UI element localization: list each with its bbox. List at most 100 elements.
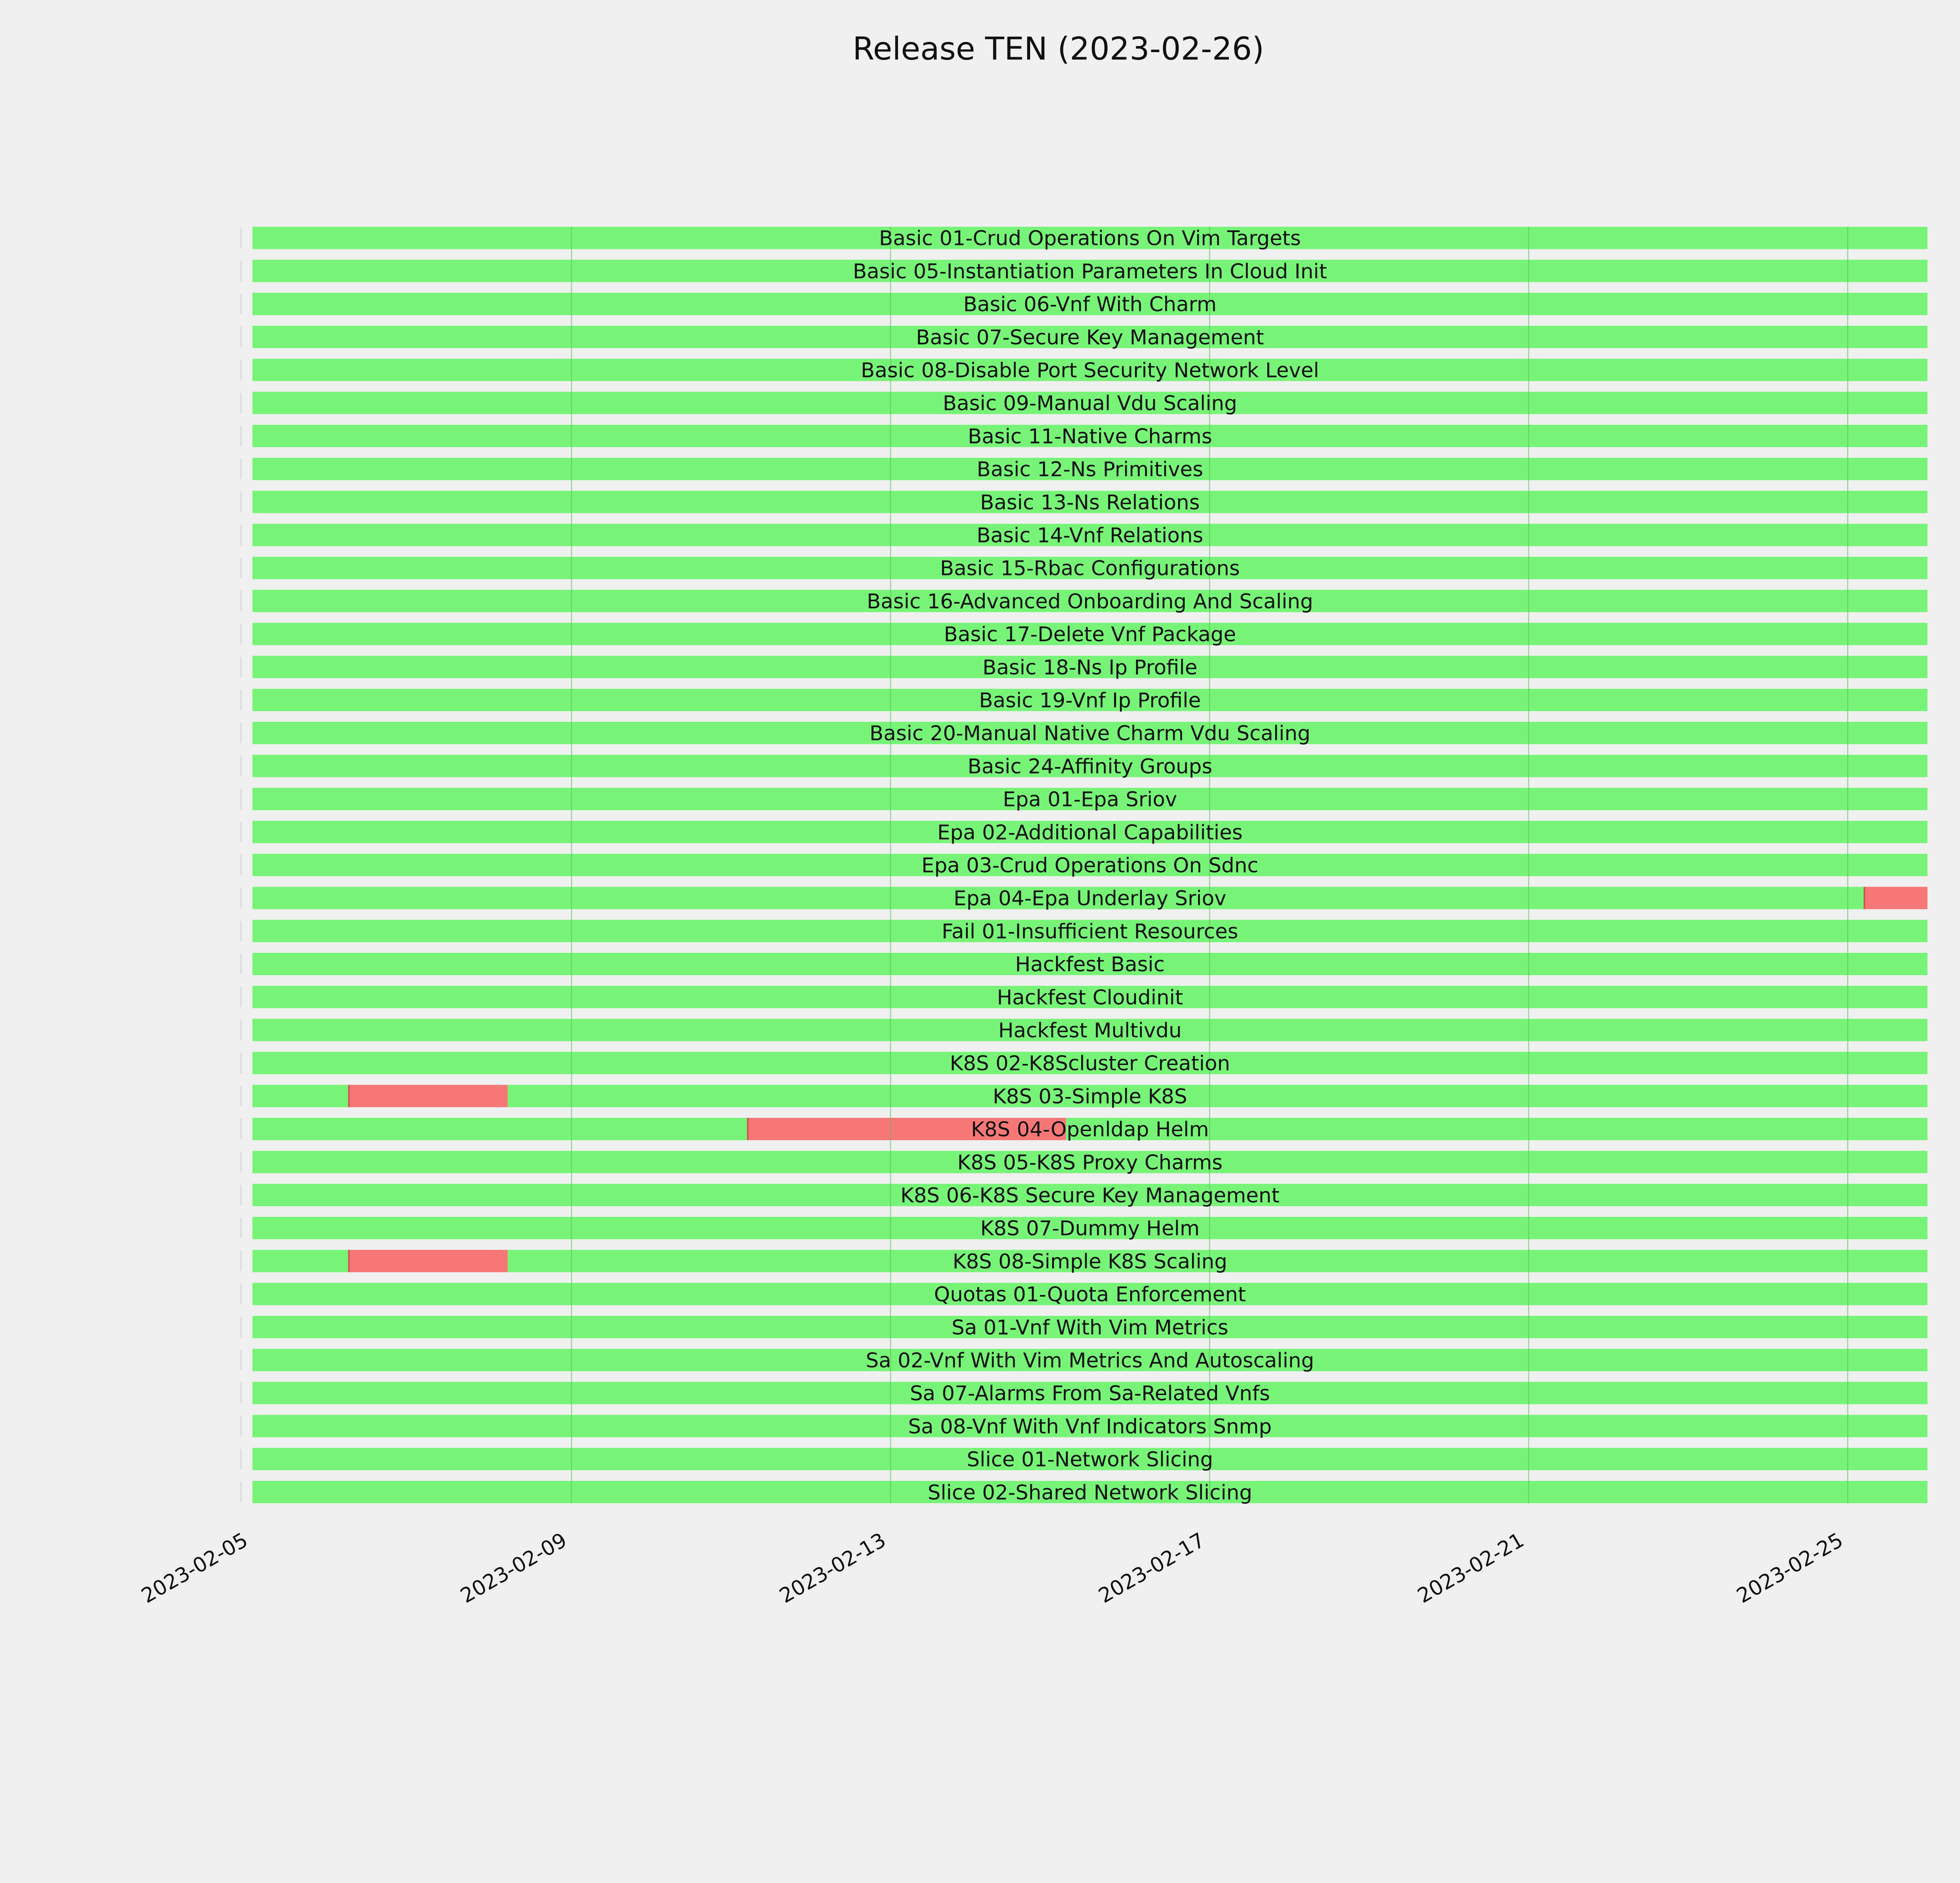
- row-separator: [240, 591, 242, 611]
- row-separator: [240, 954, 242, 974]
- fail-segment-edge: [348, 1085, 350, 1107]
- bar-segment-pass: [252, 292, 1927, 315]
- bar-label: Basic 09-Manual Vdu Scaling: [943, 392, 1237, 415]
- bar-segment-pass: [252, 524, 1927, 546]
- bar-segment-pass: [252, 1481, 1927, 1504]
- bar-label: K8S 03-Simple K8S: [993, 1085, 1187, 1108]
- bar-segment-pass: [252, 887, 1864, 909]
- row-separator: [240, 327, 242, 347]
- row-separator: [240, 756, 242, 776]
- bar-label: K8S 04-Openldap Helm: [971, 1118, 1209, 1141]
- row-separator: [240, 1119, 242, 1139]
- bar-label: Basic 12-Ns Primitives: [977, 458, 1203, 481]
- row-separator: [240, 459, 242, 479]
- bar-segment-pass: [252, 722, 1927, 744]
- bar-segment-pass: [252, 821, 1927, 844]
- row-separator: [240, 1449, 242, 1469]
- bar-label: Hackfest Cloudinit: [997, 986, 1183, 1009]
- bar-segment-pass: [252, 259, 1927, 282]
- bar-segment-pass: [252, 359, 1927, 381]
- bar-segment-pass: [252, 1316, 1927, 1339]
- row-separator: [240, 393, 242, 413]
- bar-label: K8S 05-K8S Proxy Charms: [957, 1151, 1223, 1174]
- row-separator: [240, 854, 242, 875]
- x-tick-label: 2023-02-13: [776, 1528, 890, 1608]
- bar-label: Basic 24-Affinity Groups: [967, 755, 1212, 778]
- bar-label: Basic 01-Crud Operations On Vim Targets: [879, 227, 1301, 250]
- row-separator: [240, 1053, 242, 1073]
- gridline-overlay: [571, 227, 1849, 1504]
- bar-label: Hackfest Multivdu: [998, 1019, 1182, 1043]
- bar-label: Basic 14-Vnf Relations: [976, 524, 1203, 548]
- bar-label: Basic 11-Native Charms: [968, 425, 1212, 448]
- bar-label: K8S 08-Simple K8S Scaling: [953, 1250, 1227, 1273]
- bar-segment-pass: [252, 457, 1927, 480]
- fail-segment-edge: [348, 1250, 350, 1272]
- bar-label: Basic 05-Instantiation Parameters In Clo…: [853, 260, 1327, 283]
- row-separator: [240, 822, 242, 842]
- bar-segment-pass: [252, 557, 1927, 579]
- bar-label: Epa 02-Additional Capabilities: [937, 821, 1243, 844]
- bar-label: Quotas 01-Quota Enforcement: [934, 1283, 1246, 1306]
- bar-label: Sa 01-Vnf With Vim Metrics: [951, 1316, 1228, 1339]
- row-separator: [240, 524, 242, 545]
- bar-label: Basic 06-Vnf With Charm: [963, 293, 1216, 316]
- bar-label: Sa 07-Alarms From Sa-Related Vnfs: [910, 1382, 1270, 1406]
- chart-title: Release TEN (2023-02-26): [853, 31, 1264, 67]
- row-separator: [240, 426, 242, 446]
- bar-segment-pass: [252, 1085, 348, 1107]
- row-separator: [240, 359, 242, 380]
- bar-segment-pass: [252, 1052, 1927, 1074]
- bar-segment-pass: [252, 392, 1927, 414]
- bar-segment-pass: [252, 1283, 1927, 1305]
- bar-segment-pass: [252, 952, 1927, 975]
- bar-label: Basic 20-Manual Native Charm Vdu Scaling: [869, 722, 1310, 746]
- row-separator: [240, 689, 242, 710]
- bar-label: Slice 02-Shared Network Slicing: [927, 1481, 1252, 1504]
- row-separator: [240, 228, 242, 248]
- bar-label: K8S 07-Dummy Helm: [980, 1217, 1200, 1241]
- row-separator: [240, 1317, 242, 1337]
- fail-segment-edge: [747, 1117, 749, 1140]
- bar-segment-pass: [252, 1349, 1927, 1371]
- bar-segment-pass: [252, 1415, 1927, 1437]
- bar-label: Epa 01-Epa Sriov: [1003, 788, 1177, 811]
- row-separator: [240, 261, 242, 281]
- bar-label: Basic 08-Disable Port Security Network L…: [861, 359, 1319, 383]
- bar-label: K8S 02-K8Scluster Creation: [950, 1052, 1230, 1076]
- bar-label: Basic 13-Ns Relations: [980, 491, 1200, 514]
- row-separator: [240, 1218, 242, 1238]
- bar-label: Basic 07-Secure Key Management: [916, 326, 1264, 349]
- row-separator: [240, 1416, 242, 1437]
- bar-segment-pass: [252, 689, 1927, 711]
- row-separator: [240, 1020, 242, 1040]
- bar-label: Epa 03-Crud Operations On Sdnc: [922, 854, 1259, 878]
- bar-segment-pass: [252, 920, 1927, 942]
- row-separator: [240, 987, 242, 1007]
- x-tick-label: 2023-02-05: [138, 1528, 252, 1608]
- bar-segment-pass: [252, 1184, 1927, 1206]
- bar-label: Basic 18-Ns Ip Profile: [982, 656, 1197, 679]
- bar-label: Basic 19-Vnf Ip Profile: [979, 689, 1201, 713]
- bar-segment-pass: [252, 1382, 1927, 1404]
- bar-label: Epa 04-Epa Underlay Sriov: [954, 887, 1227, 911]
- bar-segment-pass: [252, 787, 1927, 810]
- bar-label: Basic 17-Delete Vnf Package: [944, 623, 1236, 646]
- bar-segment-pass: [252, 326, 1927, 348]
- row-separator: [240, 1482, 242, 1502]
- row-separator: [240, 1152, 242, 1172]
- bar-label: Hackfest Basic: [1015, 953, 1165, 976]
- row-separator: [240, 888, 242, 908]
- bar-segment-pass: [252, 590, 1927, 612]
- row-separator: [240, 723, 242, 743]
- grid-layer: [240, 228, 242, 1502]
- labels-layer: Basic 01-Crud Operations On Vim Targets B…: [853, 227, 1327, 1505]
- bar-label: Fail 01-Insufficient Resources: [942, 920, 1238, 943]
- bar-segment-pass: [252, 854, 1927, 876]
- row-separator: [240, 492, 242, 512]
- row-separator: [240, 1185, 242, 1205]
- row-separator: [240, 1251, 242, 1272]
- bar-segment-pass: [252, 1117, 747, 1140]
- bars-layer: [252, 227, 1927, 1504]
- bar-segment-pass: [252, 1151, 1927, 1174]
